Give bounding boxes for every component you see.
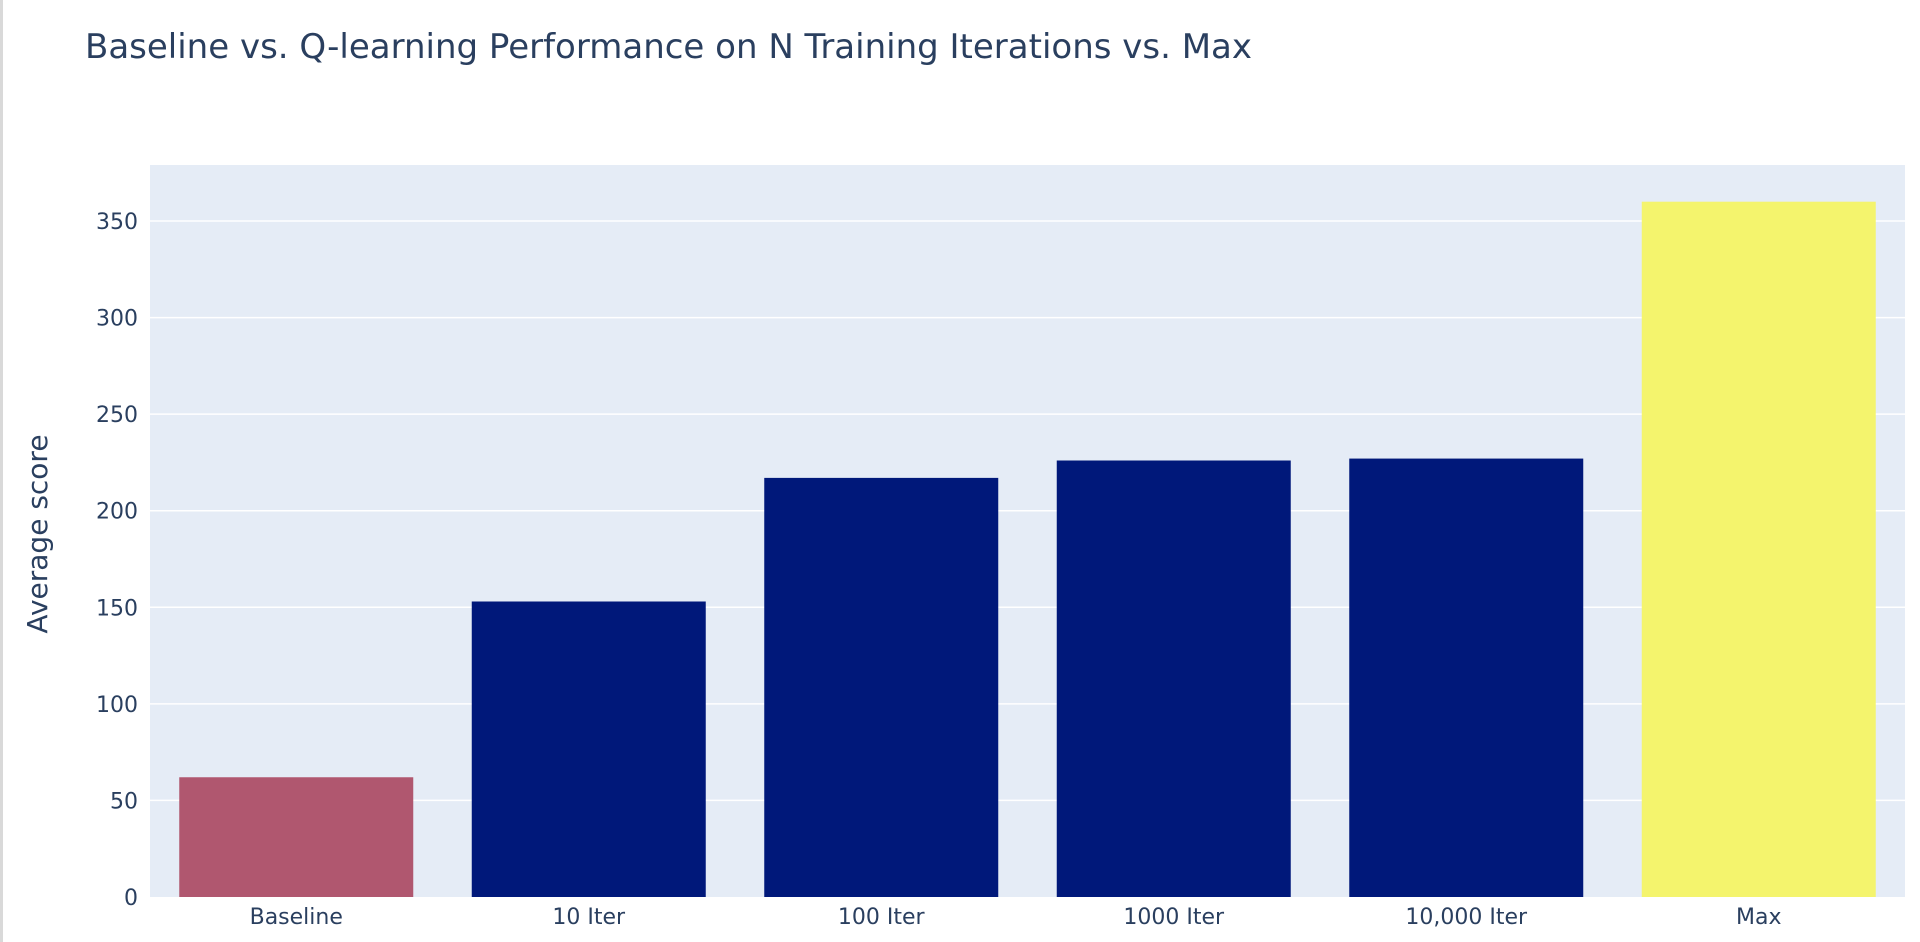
bars	[179, 201, 1876, 898]
x-axis-ticks: Baseline 10 Iter 100 Iter 1000 Iter 10,000 I…	[250, 905, 1782, 930]
y-tick-label: 300	[96, 307, 138, 332]
bar-1000-iter[interactable]	[1056, 460, 1291, 897]
x-tick-label: 100 Iter	[838, 905, 926, 930]
y-tick-label: 100	[96, 693, 138, 718]
bar-10-iter[interactable]	[471, 601, 706, 897]
x-tick-label: Max	[1736, 905, 1781, 930]
x-tick-label: Baseline	[250, 905, 343, 930]
y-tick-label: 250	[96, 403, 138, 428]
bar-10-000-iter[interactable]	[1349, 458, 1584, 897]
y-tick-label: 200	[96, 500, 138, 525]
chart-title: Baseline vs. Q-learning Performance on N…	[85, 27, 1252, 67]
x-tick-label: 1000 Iter	[1123, 905, 1225, 930]
y-tick-label: 350	[96, 210, 138, 235]
bar-baseline[interactable]	[179, 777, 414, 897]
y-tick-label: 0	[124, 886, 138, 911]
y-axis-ticks: 0 50 100 150 200 250 300 350	[96, 210, 138, 911]
y-tick-label: 150	[96, 596, 138, 621]
y-axis-title: Average score	[21, 434, 54, 633]
window-left-edge	[0, 0, 3, 942]
bar-100-iter[interactable]	[764, 477, 999, 897]
x-tick-label: 10,000 Iter	[1405, 905, 1528, 930]
plot-area	[150, 165, 1905, 897]
x-tick-label: 10 Iter	[552, 905, 626, 930]
y-tick-label: 50	[110, 789, 138, 814]
gridlines	[150, 220, 1905, 802]
bar-max[interactable]	[1641, 201, 1876, 898]
